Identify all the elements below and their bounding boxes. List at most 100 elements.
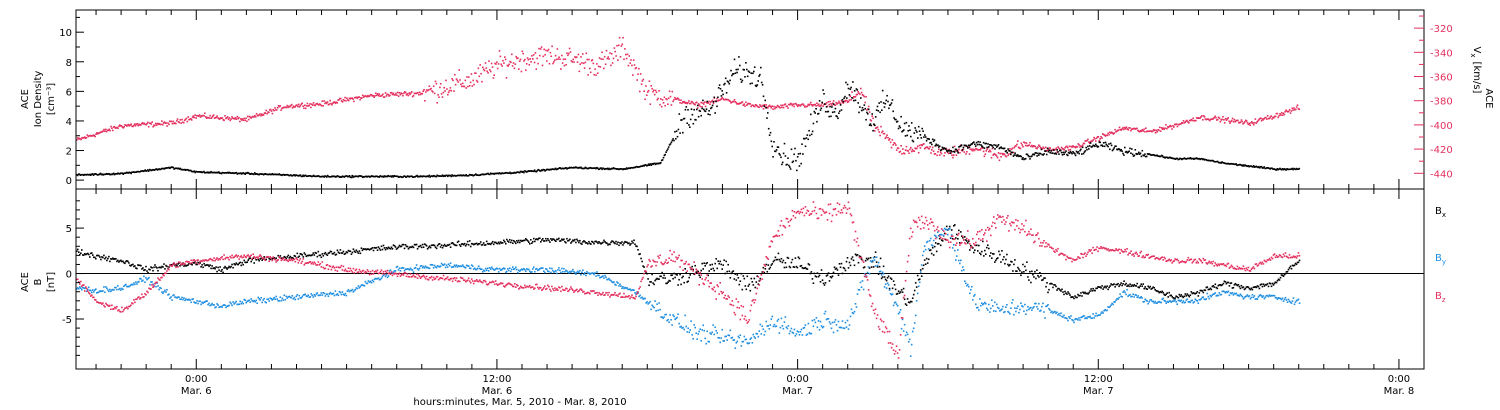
data-point <box>357 96 360 98</box>
data-point <box>143 275 145 278</box>
data-point <box>457 265 460 267</box>
data-point <box>417 91 419 94</box>
data-point <box>545 237 547 240</box>
data-point <box>1104 141 1107 144</box>
data-point <box>328 293 331 295</box>
data-point <box>1194 157 1196 160</box>
data-point <box>642 265 644 267</box>
data-point <box>1110 283 1112 285</box>
data-point <box>792 103 795 105</box>
data-point <box>803 137 805 140</box>
data-point <box>523 171 525 174</box>
data-point <box>113 125 116 128</box>
data-point <box>1020 155 1023 158</box>
data-point <box>950 229 953 231</box>
data-point <box>674 276 676 279</box>
data-point <box>203 115 205 117</box>
data-point <box>702 102 704 104</box>
data-point <box>210 117 212 119</box>
data-point <box>1166 292 1168 294</box>
data-point <box>202 266 204 269</box>
data-point <box>1147 285 1149 288</box>
data-point <box>529 270 531 273</box>
data-point <box>1238 122 1241 124</box>
data-point <box>881 271 884 274</box>
data-point <box>609 168 611 171</box>
data-point <box>1238 163 1241 166</box>
data-point <box>1205 118 1208 121</box>
data-point <box>349 98 352 100</box>
data-point <box>941 146 944 149</box>
data-point <box>610 279 612 282</box>
data-point <box>228 265 230 268</box>
data-point <box>1068 145 1071 148</box>
data-point <box>131 125 133 127</box>
data-point <box>200 266 202 268</box>
data-point <box>242 263 244 266</box>
data-point <box>904 135 907 137</box>
data-point <box>980 144 982 146</box>
data-point <box>1180 157 1182 160</box>
data-point <box>1219 161 1222 164</box>
data-point <box>540 267 542 270</box>
data-point <box>183 297 185 299</box>
data-point <box>901 153 903 155</box>
data-point <box>734 72 737 74</box>
data-point <box>866 111 868 114</box>
data-point <box>886 94 888 97</box>
data-point <box>848 94 851 96</box>
data-point <box>557 238 559 241</box>
data-point <box>90 173 93 176</box>
data-point <box>867 105 870 108</box>
data-point <box>707 102 709 104</box>
data-point <box>1228 163 1230 165</box>
data-point <box>447 174 450 177</box>
data-point <box>730 69 732 72</box>
data-point <box>119 125 122 127</box>
data-point <box>1012 270 1014 272</box>
data-point <box>931 143 933 146</box>
data-point <box>222 304 224 307</box>
data-point <box>1011 151 1014 154</box>
data-point <box>539 268 541 270</box>
data-point <box>585 52 588 55</box>
data-point <box>1142 130 1144 132</box>
data-point <box>1073 152 1075 154</box>
data-point <box>264 112 267 114</box>
data-point <box>426 89 429 92</box>
data-point <box>209 172 211 174</box>
data-point <box>683 100 686 103</box>
data-point <box>482 242 485 244</box>
data-point <box>1004 150 1007 153</box>
data-point <box>1158 291 1160 294</box>
data-point <box>438 96 440 98</box>
data-point <box>1242 286 1245 288</box>
data-point <box>770 264 773 266</box>
data-point <box>330 102 332 105</box>
data-point <box>162 292 164 295</box>
data-point <box>559 58 561 60</box>
data-point <box>327 103 330 106</box>
data-point <box>652 91 654 93</box>
data-point <box>512 62 515 64</box>
data-point <box>809 332 812 335</box>
data-point <box>672 138 674 140</box>
data-point <box>208 302 210 305</box>
data-point <box>923 143 925 145</box>
data-point <box>761 104 764 107</box>
data-point <box>689 126 691 128</box>
data-point <box>1251 121 1253 123</box>
data-point <box>289 174 291 177</box>
data-point <box>1230 282 1233 284</box>
data-point <box>297 105 299 108</box>
data-point <box>663 316 665 318</box>
data-point <box>1118 126 1121 129</box>
data-point <box>1029 158 1031 160</box>
data-point <box>731 336 734 339</box>
data-point <box>221 306 223 308</box>
data-point <box>595 167 597 170</box>
data-point <box>90 174 92 176</box>
data-point <box>688 124 690 126</box>
data-point <box>1138 153 1141 155</box>
data-point <box>699 276 701 279</box>
